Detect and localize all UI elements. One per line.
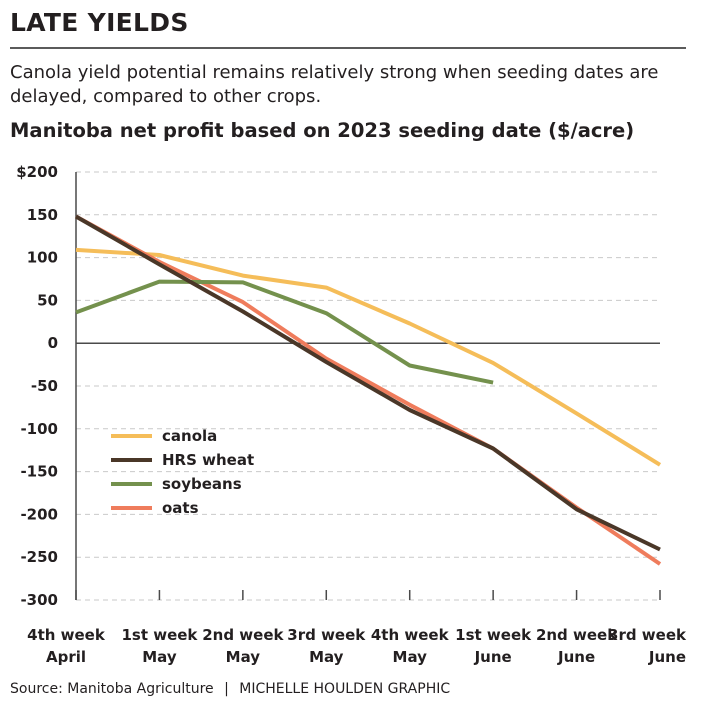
x-tick-label: 1st week May bbox=[121, 626, 198, 666]
y-tick-label: -250 bbox=[20, 548, 58, 566]
chart-title: Manitoba net profit based on 2023 seedin… bbox=[10, 119, 635, 142]
graphic-credit: MICHELLE HOULDEN GRAPHIC bbox=[239, 681, 451, 697]
y-tick-label: 50 bbox=[37, 291, 58, 309]
x-tick-label: 3rd week May bbox=[287, 626, 366, 666]
y-tick-label: 0 bbox=[48, 334, 58, 352]
legend-label: soybeans bbox=[162, 475, 242, 493]
y-tick-label: -150 bbox=[20, 463, 58, 481]
line-chart: $200 150 100 50 0 -50 -100 -150 -200 -250 -300 4th… bbox=[16, 163, 687, 666]
series-line-canola bbox=[75, 247, 662, 467]
legend-label: oats bbox=[162, 499, 199, 517]
y-tick-label: 100 bbox=[27, 249, 58, 267]
x-tick-label: 1st week June bbox=[455, 626, 532, 666]
y-tick-label: -200 bbox=[20, 505, 58, 523]
y-axis-ticks: $200 150 100 50 0 -50 -100 -150 -200 -250 -300 bbox=[16, 163, 58, 609]
legend-label: canola bbox=[162, 427, 217, 445]
y-tick-label: $200 bbox=[16, 163, 58, 181]
x-tick-label: 4th week May bbox=[371, 626, 450, 666]
gridlines bbox=[75, 171, 660, 601]
chart-kicker: LATE YIELDS bbox=[10, 8, 189, 37]
y-tick-label: 150 bbox=[27, 206, 58, 224]
x-tick-label: 4th week April bbox=[27, 626, 106, 666]
legend: canola HRS wheat soybeans oats bbox=[111, 427, 254, 517]
series-line-soybeans bbox=[75, 279, 494, 385]
series-line-hrs-wheat bbox=[75, 214, 661, 552]
y-tick-label: -100 bbox=[20, 420, 58, 438]
x-tick-label: 3rd week June bbox=[608, 626, 687, 666]
x-tick-label: 2nd week June bbox=[536, 626, 618, 666]
title-rule bbox=[10, 47, 686, 49]
source-separator: | bbox=[224, 681, 229, 697]
x-tick-label: 2nd week May bbox=[202, 626, 284, 666]
chart-dek: Canola yield potential remains relativel… bbox=[10, 62, 659, 107]
source-line: Source: Manitoba Agriculture | MICHELLE … bbox=[10, 681, 450, 697]
series-lines bbox=[75, 214, 662, 566]
legend-label: HRS wheat bbox=[162, 451, 254, 469]
y-tick-label: -300 bbox=[20, 591, 58, 609]
source-text: Source: Manitoba Agriculture bbox=[10, 681, 214, 697]
y-tick-label: -50 bbox=[31, 377, 58, 395]
